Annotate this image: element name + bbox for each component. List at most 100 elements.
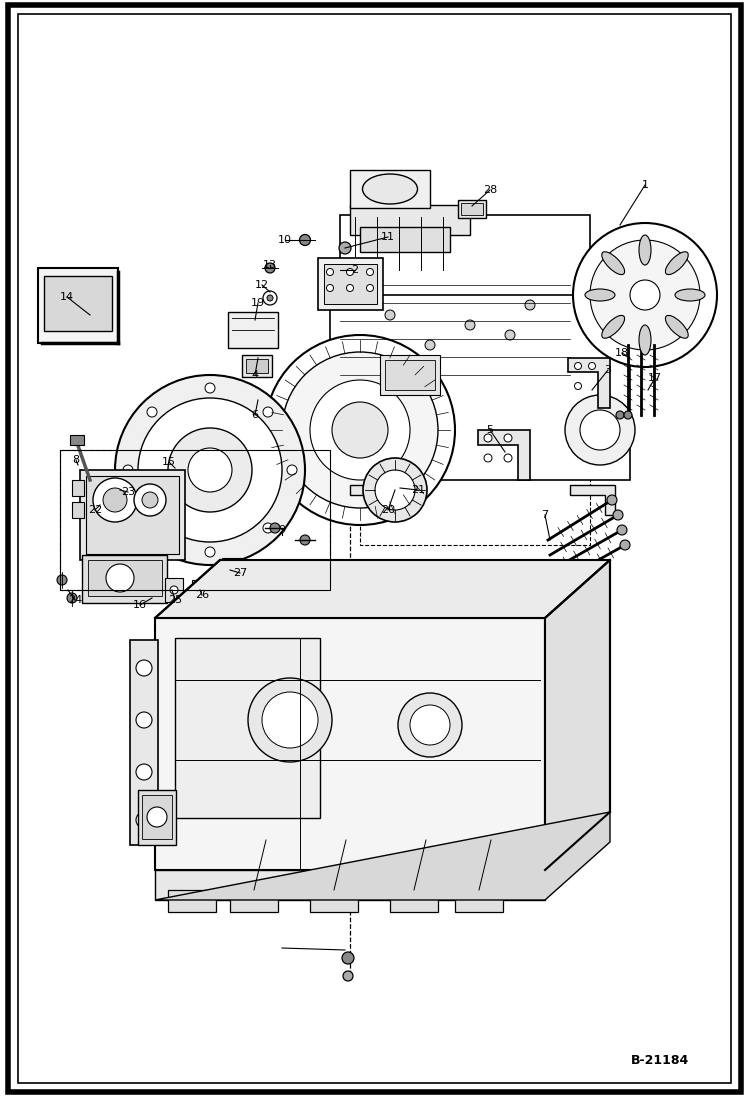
Bar bbox=[44, 276, 112, 331]
Bar bbox=[350, 170, 430, 208]
Bar bbox=[324, 264, 377, 304]
Polygon shape bbox=[478, 430, 530, 480]
Ellipse shape bbox=[665, 251, 688, 274]
Circle shape bbox=[347, 284, 354, 292]
Circle shape bbox=[103, 488, 127, 512]
Circle shape bbox=[339, 242, 351, 255]
Text: 21: 21 bbox=[411, 485, 425, 495]
Bar bbox=[192, 580, 206, 596]
Circle shape bbox=[465, 320, 475, 330]
Polygon shape bbox=[568, 358, 610, 408]
Ellipse shape bbox=[601, 316, 625, 338]
Circle shape bbox=[375, 470, 415, 510]
Ellipse shape bbox=[675, 289, 705, 301]
Bar bbox=[350, 205, 470, 235]
Ellipse shape bbox=[601, 251, 625, 274]
Circle shape bbox=[574, 362, 581, 370]
Bar bbox=[168, 890, 216, 912]
Text: 23: 23 bbox=[121, 487, 135, 497]
Circle shape bbox=[142, 491, 158, 508]
Text: 13: 13 bbox=[263, 260, 277, 270]
Ellipse shape bbox=[639, 235, 651, 265]
Circle shape bbox=[617, 525, 627, 535]
Text: 10: 10 bbox=[278, 235, 292, 245]
Bar bbox=[72, 502, 84, 518]
Text: 9: 9 bbox=[279, 525, 285, 535]
Ellipse shape bbox=[639, 325, 651, 355]
Text: 2: 2 bbox=[351, 265, 359, 275]
Bar bbox=[60, 450, 330, 590]
Circle shape bbox=[347, 269, 354, 275]
Circle shape bbox=[484, 434, 492, 442]
Circle shape bbox=[123, 465, 133, 475]
Bar bbox=[230, 890, 278, 912]
Circle shape bbox=[136, 764, 152, 780]
Circle shape bbox=[93, 478, 137, 522]
Circle shape bbox=[228, 564, 236, 572]
Circle shape bbox=[263, 523, 273, 533]
Circle shape bbox=[366, 269, 374, 275]
Bar bbox=[82, 555, 167, 603]
Circle shape bbox=[170, 586, 178, 593]
Bar bbox=[175, 638, 320, 818]
Text: 12: 12 bbox=[255, 280, 269, 290]
Text: 28: 28 bbox=[483, 185, 497, 195]
Bar bbox=[385, 360, 435, 391]
Bar bbox=[310, 890, 358, 912]
Circle shape bbox=[505, 330, 515, 340]
Bar bbox=[455, 890, 503, 912]
Bar bbox=[222, 558, 242, 578]
Bar bbox=[390, 890, 438, 912]
Bar bbox=[60, 450, 330, 590]
Circle shape bbox=[267, 295, 273, 301]
Circle shape bbox=[624, 411, 632, 419]
Bar bbox=[330, 275, 630, 480]
Polygon shape bbox=[155, 870, 545, 900]
Circle shape bbox=[265, 335, 455, 525]
Circle shape bbox=[300, 535, 310, 545]
Text: 7: 7 bbox=[542, 510, 548, 520]
Text: 1: 1 bbox=[641, 180, 649, 190]
Circle shape bbox=[67, 593, 77, 603]
Circle shape bbox=[630, 280, 660, 310]
Circle shape bbox=[607, 495, 617, 505]
Bar bbox=[138, 790, 176, 845]
Polygon shape bbox=[570, 485, 615, 514]
Circle shape bbox=[205, 547, 215, 557]
Bar bbox=[458, 200, 486, 218]
Circle shape bbox=[410, 705, 450, 745]
Ellipse shape bbox=[665, 316, 688, 338]
Polygon shape bbox=[155, 559, 610, 618]
Text: 14: 14 bbox=[60, 292, 74, 302]
Circle shape bbox=[147, 523, 157, 533]
Circle shape bbox=[574, 383, 581, 389]
Bar bbox=[380, 355, 440, 395]
Circle shape bbox=[168, 428, 252, 512]
Circle shape bbox=[282, 352, 438, 508]
Bar bbox=[72, 480, 84, 496]
Bar bbox=[80, 470, 185, 559]
Circle shape bbox=[342, 952, 354, 964]
Text: 25: 25 bbox=[168, 595, 182, 606]
Circle shape bbox=[205, 383, 215, 393]
Circle shape bbox=[57, 575, 67, 585]
Bar bbox=[318, 258, 383, 310]
Bar bbox=[70, 436, 84, 445]
Circle shape bbox=[136, 660, 152, 676]
Bar bbox=[86, 476, 179, 554]
Circle shape bbox=[136, 812, 152, 828]
Circle shape bbox=[327, 284, 333, 292]
Circle shape bbox=[590, 240, 700, 350]
Circle shape bbox=[613, 510, 623, 520]
Polygon shape bbox=[155, 812, 610, 900]
Circle shape bbox=[115, 375, 305, 565]
Circle shape bbox=[504, 454, 512, 462]
Text: 16: 16 bbox=[133, 600, 147, 610]
Text: B-21184: B-21184 bbox=[631, 1053, 689, 1066]
Circle shape bbox=[425, 340, 435, 350]
Circle shape bbox=[504, 434, 512, 442]
Circle shape bbox=[580, 410, 620, 450]
Circle shape bbox=[136, 712, 152, 728]
Text: 8: 8 bbox=[73, 455, 79, 465]
Circle shape bbox=[385, 310, 395, 320]
